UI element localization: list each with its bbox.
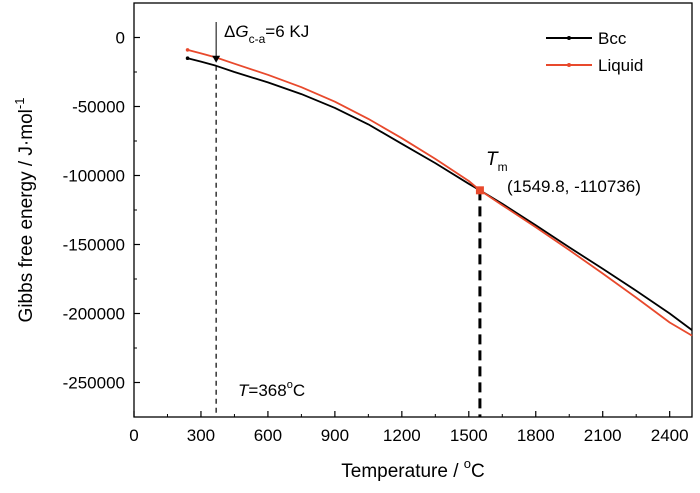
series-line-liquid	[187, 49, 693, 337]
x-tick-label-1: 300	[187, 426, 215, 445]
delta-g-arrow-icon	[212, 55, 221, 63]
delta-g-annotation: ΔGc-a=6 KJ	[224, 22, 309, 46]
y-tick-label-2: -100000	[63, 167, 125, 186]
legend-label-liquid: Liquid	[598, 56, 643, 75]
series-point-bcc	[185, 56, 190, 60]
series-line-bcc	[187, 57, 693, 331]
x-axis: 0 300 600 900 1200 1500 1800 2100 2400	[129, 411, 689, 445]
series-point-liquid	[185, 48, 190, 52]
x-tick-label-6: 1800	[517, 426, 555, 445]
t-annotation: T=368oC	[238, 379, 305, 400]
y-tick-label-3: -150000	[63, 236, 125, 255]
x-tick-label-2: 600	[254, 426, 282, 445]
y-axis: 0 -50000 -100000 -150000 -200000 -250000	[63, 2, 140, 393]
tm-annotation: Tm	[486, 149, 508, 174]
series-lines	[185, 48, 693, 337]
legend: Bcc Liquid	[546, 29, 643, 75]
y-tick-label-4: -200000	[63, 305, 125, 324]
tm-marker	[475, 186, 484, 195]
x-tick-label-4: 1200	[383, 426, 421, 445]
tm-coords: (1549.8, -110736)	[507, 177, 641, 196]
legend-marker-liquid	[567, 63, 571, 67]
y-tick-label-5: -250000	[63, 374, 125, 393]
x-tick-label-7: 2100	[584, 426, 622, 445]
legend-marker-bcc	[567, 36, 571, 40]
y-tick-label-0: 0	[116, 29, 125, 48]
y-tick-label-1: -50000	[72, 98, 125, 117]
y-axis-title: Gibbs free energy / J·mol-1	[12, 98, 37, 323]
legend-label-bcc: Bcc	[598, 29, 627, 48]
x-tick-label-3: 900	[321, 426, 349, 445]
x-axis-title: Temperature / oC	[341, 456, 484, 482]
x-tick-label-8: 2400	[651, 426, 689, 445]
x-tick-label-5: 1500	[450, 426, 488, 445]
x-tick-label-0: 0	[129, 426, 138, 445]
